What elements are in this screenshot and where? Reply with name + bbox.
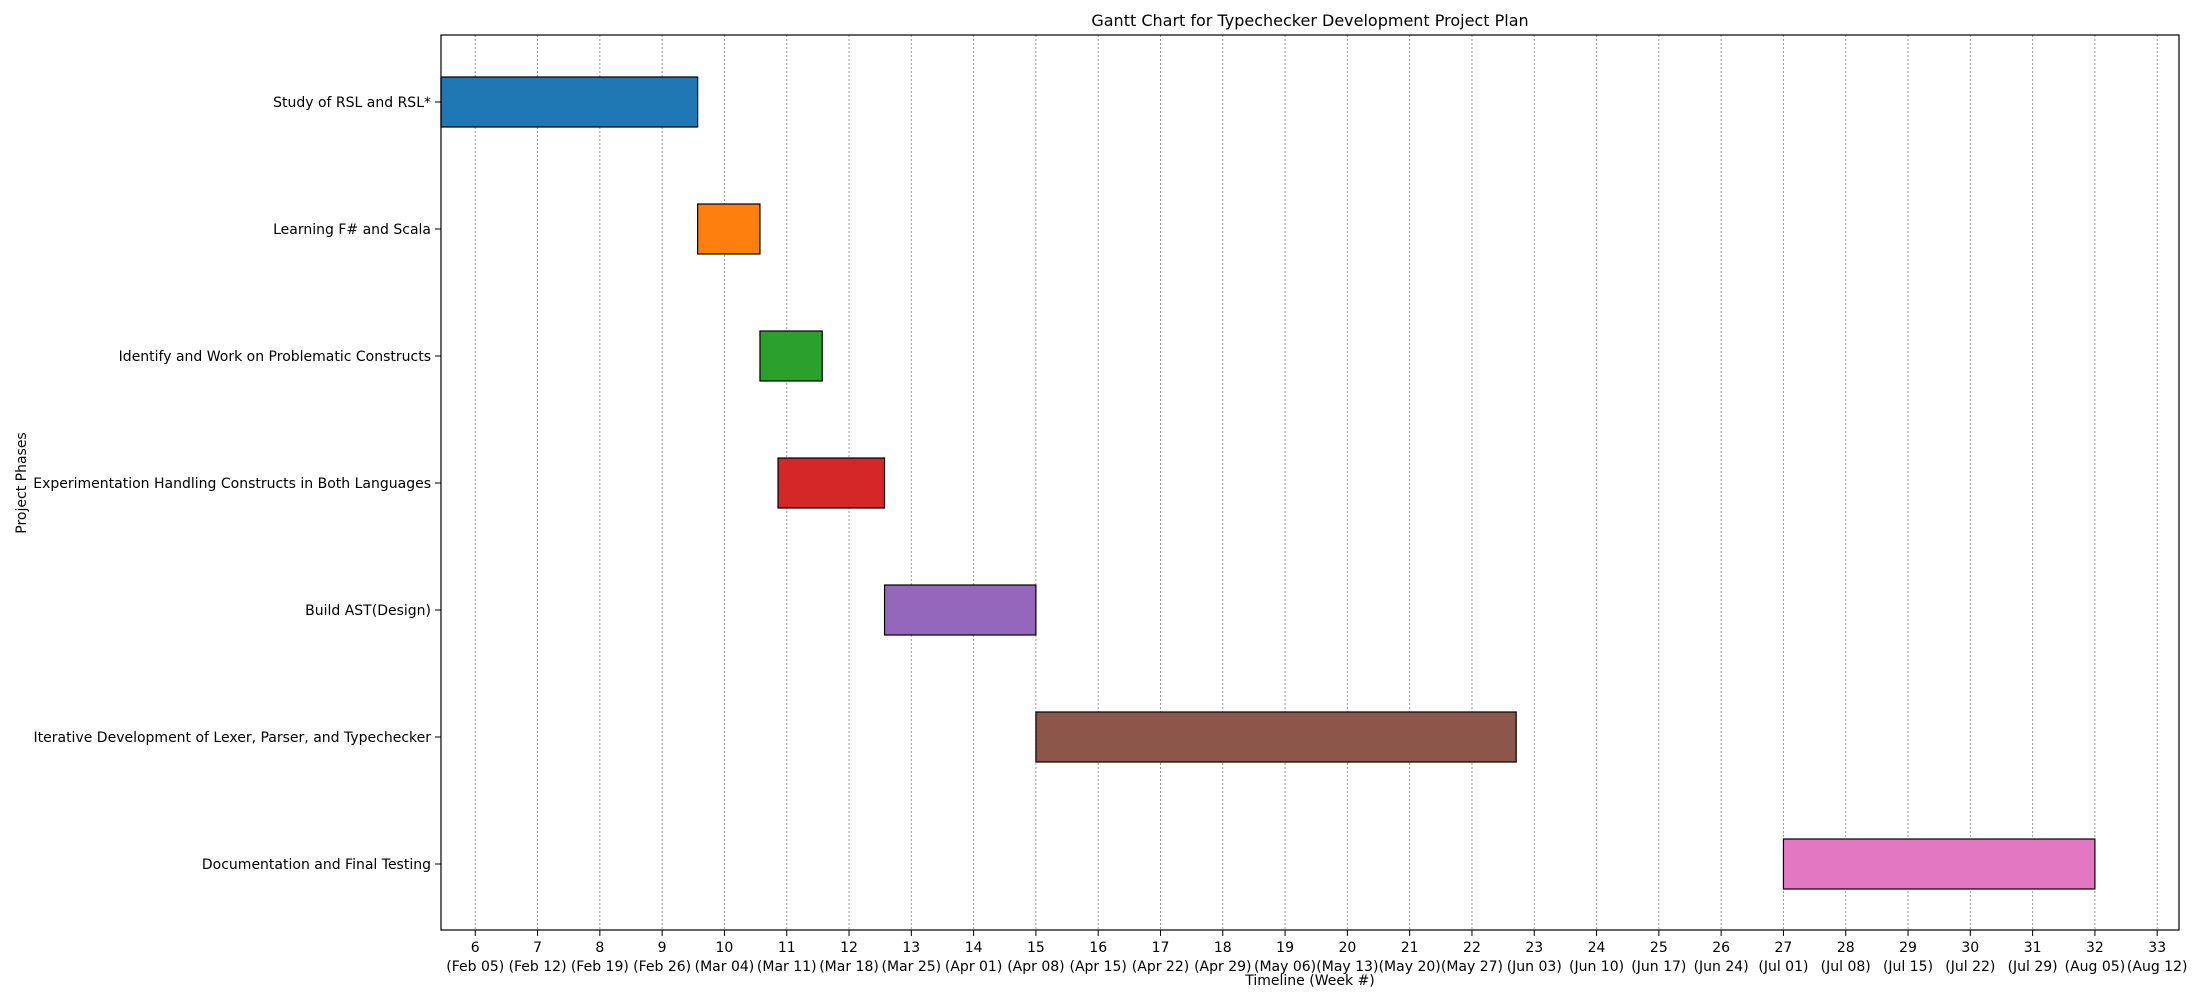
x-tick-date-label: (May 27) <box>1441 959 1503 975</box>
x-tick-label: 30 <box>1961 940 1979 956</box>
gantt-bar <box>883 584 1037 636</box>
x-axis-ticks: 6 (Feb 05) 7 (Feb 12) 8 (Feb 19) 9 (Feb 26) 10 (M… <box>446 930 2187 975</box>
x-tick-date-label: (Feb 19) <box>571 959 629 975</box>
x-tick-label: 33 <box>2148 940 2166 956</box>
x-tick-date-label: (Aug 12) <box>2127 959 2188 975</box>
x-tick-date-label: (Mar 11) <box>757 959 817 975</box>
x-tick-date-label: (Feb 12) <box>509 959 567 975</box>
grid-lines <box>474 35 2158 930</box>
x-tick-label: 17 <box>1152 940 1170 956</box>
x-tick-date-label: (Apr 29) <box>1194 959 1251 975</box>
x-tick-label: 32 <box>2086 940 2104 956</box>
x-tick-date-label: (Jul 29) <box>2008 959 2058 975</box>
x-tick-label: 20 <box>1338 940 1356 956</box>
x-tick-label: 6 <box>471 940 480 956</box>
plot-area-frame <box>440 34 2180 931</box>
x-tick-label: 13 <box>902 940 920 956</box>
x-tick-date-label: (Mar 04) <box>695 959 755 975</box>
gantt-bar <box>759 330 823 382</box>
phase-label: Build AST(Design) <box>305 603 431 619</box>
x-tick-date-label: (Jun 10) <box>1569 959 1624 975</box>
gantt-bar <box>777 457 886 509</box>
phase-label: Documentation and Final Testing <box>202 857 431 873</box>
x-tick-label: 24 <box>1588 940 1606 956</box>
y-axis-categories: Study of RSL and RSL* Learning F# and Sca… <box>33 95 441 873</box>
x-tick-label: 14 <box>965 940 983 956</box>
gantt-bar <box>1782 838 2096 890</box>
x-tick-date-label: (Jun 17) <box>1631 959 1686 975</box>
x-tick-date-label: (Apr 08) <box>1007 959 1064 975</box>
x-tick-label: 15 <box>1027 940 1045 956</box>
x-tick-label: 22 <box>1463 940 1481 956</box>
x-tick-date-label: (Mar 18) <box>819 959 879 975</box>
x-tick-date-label: (Feb 05) <box>446 959 504 975</box>
x-tick-label: 9 <box>658 940 667 956</box>
x-tick-label: 27 <box>1775 940 1793 956</box>
chart-title: Gantt Chart for Typechecker Development … <box>1091 11 1528 30</box>
phase-label: Experimentation Handling Constructs in B… <box>33 476 431 492</box>
gantt-bar <box>697 203 761 255</box>
x-tick-date-label: (May 06) <box>1254 959 1316 975</box>
x-tick-date-label: (Jul 22) <box>1945 959 1995 975</box>
x-tick-label: 21 <box>1401 940 1419 956</box>
y-axis-label: Project Phases <box>14 432 30 533</box>
gantt-bar <box>1035 711 1517 763</box>
x-tick-date-label: (May 20) <box>1379 959 1441 975</box>
x-tick-date-label: (Jul 01) <box>1758 959 1808 975</box>
x-tick-label: 23 <box>1525 940 1543 956</box>
x-tick-date-label: (Apr 01) <box>945 959 1002 975</box>
x-tick-date-label: (Jun 03) <box>1507 959 1562 975</box>
x-tick-label: 18 <box>1214 940 1232 956</box>
x-tick-label: 31 <box>2024 940 2042 956</box>
gantt-bar <box>440 76 699 128</box>
x-tick-label: 19 <box>1276 940 1294 956</box>
x-tick-date-label: (Mar 25) <box>882 959 942 975</box>
x-tick-label: 8 <box>595 940 604 956</box>
bars <box>440 76 2096 890</box>
x-tick-date-label: (Jul 15) <box>1883 959 1933 975</box>
x-tick-date-label: (Apr 22) <box>1132 959 1189 975</box>
x-tick-label: 7 <box>533 940 542 956</box>
x-axis-label: Timeline (Week #) <box>1244 973 1374 989</box>
x-tick-date-label: (May 13) <box>1316 959 1378 975</box>
x-tick-date-label: (Aug 05) <box>2065 959 2126 975</box>
x-tick-date-label: (Apr 15) <box>1069 959 1126 975</box>
x-tick-label: 16 <box>1089 940 1107 956</box>
x-tick-date-label: (Jul 08) <box>1821 959 1871 975</box>
x-tick-date-label: (Jun 24) <box>1694 959 1749 975</box>
phase-label: Identify and Work on Problematic Constru… <box>119 349 431 365</box>
phase-label: Iterative Development of Lexer, Parser, … <box>34 730 432 746</box>
x-tick-label: 26 <box>1712 940 1730 956</box>
x-tick-label: 25 <box>1650 940 1668 956</box>
x-tick-date-label: (Feb 26) <box>633 959 691 975</box>
x-tick-label: 29 <box>1899 940 1917 956</box>
phase-label: Learning F# and Scala <box>273 222 431 238</box>
x-tick-label: 11 <box>778 940 796 956</box>
x-tick-label: 28 <box>1837 940 1855 956</box>
x-tick-label: 12 <box>840 940 858 956</box>
x-tick-label: 10 <box>716 940 734 956</box>
phase-label: Study of RSL and RSL* <box>273 95 431 111</box>
